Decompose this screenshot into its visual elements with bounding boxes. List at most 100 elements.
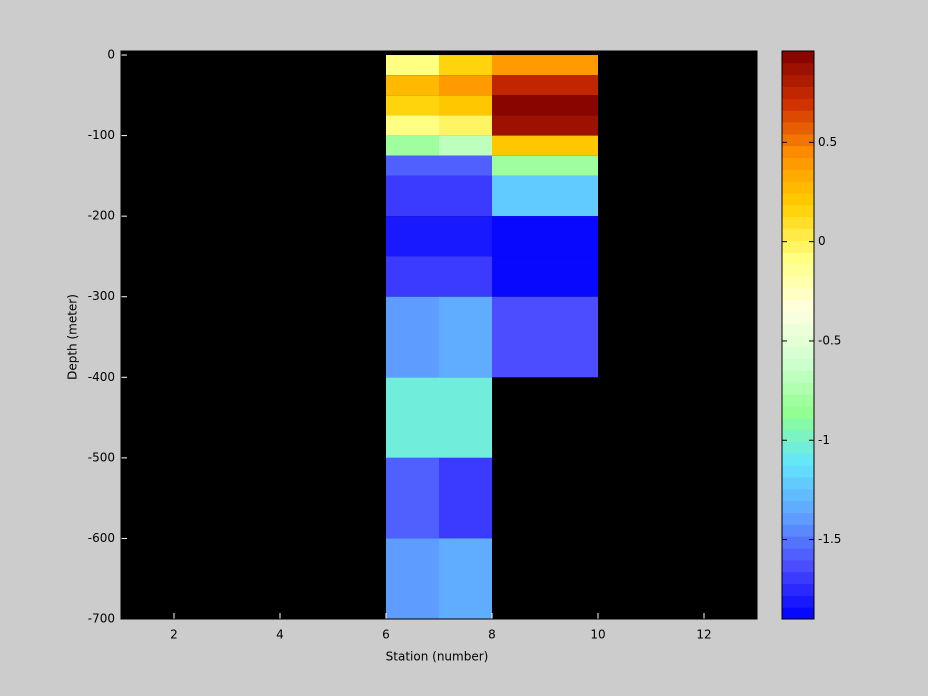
colorbar-swatch [782, 453, 814, 466]
colorbar-tick-label: 0 [818, 234, 826, 248]
x-tick-label: 4 [276, 628, 284, 642]
x-tick-label: 2 [170, 628, 178, 642]
colorbar-swatch [782, 500, 814, 513]
colorbar-swatch [782, 571, 814, 584]
heat-cell [386, 296, 439, 378]
colorbar-tick-label: 0.5 [818, 135, 837, 149]
colorbar-swatch [782, 110, 814, 123]
heat-cell [386, 55, 439, 76]
colorbar-swatch [782, 193, 814, 206]
heat-cell [386, 95, 439, 116]
colorbar-swatch [782, 311, 814, 324]
heat-cell [386, 256, 439, 297]
colorbar-swatch [782, 346, 814, 360]
heat-cell [439, 55, 492, 76]
colorbar-swatch [782, 169, 814, 182]
heat-cell [439, 538, 492, 619]
y-tick-label: -700 [88, 612, 115, 626]
y-tick-label: -200 [88, 209, 115, 223]
heat-cell [386, 377, 439, 458]
heat-cell [492, 256, 598, 297]
plot-frame [120, 50, 758, 620]
colorbar-swatch [782, 181, 814, 194]
heat-cell [492, 296, 598, 378]
colorbar-swatch [782, 536, 814, 549]
heat-cell [492, 216, 598, 257]
colorbar-swatch [782, 74, 814, 87]
colorbar-swatch [782, 264, 814, 277]
x-tick-label: 8 [488, 628, 496, 642]
colorbar-swatch [782, 358, 814, 371]
x-tick-label: 12 [696, 628, 711, 642]
colorbar-swatch [782, 98, 814, 111]
colorbar-swatch [782, 477, 814, 490]
colorbar-tick-label: -1 [818, 433, 830, 447]
colorbar-frame [781, 50, 815, 620]
heat-cell [386, 538, 439, 619]
y-tick-label: 0 [107, 48, 115, 62]
colorbar-swatch [782, 145, 814, 158]
colorbar-swatch [782, 335, 814, 348]
colorbar-swatch [782, 323, 814, 336]
heat-cell [492, 135, 598, 156]
colorbar-swatch [782, 299, 814, 312]
heat-cell [386, 216, 439, 257]
heat-cell [439, 135, 492, 156]
colorbar-swatch [782, 370, 814, 383]
heat-cell [492, 75, 598, 96]
heat-cell [439, 457, 492, 539]
colorbar-swatch [782, 240, 814, 253]
colorbar-tick-label: -1.5 [818, 532, 841, 546]
heat-cell [492, 55, 598, 76]
colorbar-swatch [782, 133, 814, 147]
colorbar-swatch [782, 157, 814, 170]
heat-cell [386, 135, 439, 156]
heat-cell [492, 155, 598, 176]
x-axis-label: Station (number) [386, 650, 489, 664]
heat-cell [439, 296, 492, 378]
y-tick-label: -600 [88, 531, 115, 545]
heat-cell [492, 175, 598, 217]
y-tick-label: -500 [88, 450, 115, 464]
colorbar-tick-label: -0.5 [818, 333, 841, 347]
heat-cell [439, 216, 492, 257]
y-tick-label: -100 [88, 128, 115, 142]
heat-cell [439, 155, 492, 176]
heat-cell [439, 75, 492, 96]
colorbar-swatch [782, 275, 814, 289]
colorbar-swatch [782, 512, 814, 525]
y-tick-label: -400 [88, 370, 115, 384]
x-tick-label: 6 [382, 628, 390, 642]
colorbar-swatch [782, 441, 814, 454]
heat-cell [386, 115, 439, 136]
colorbar-swatch [782, 583, 814, 596]
heat-cell [492, 115, 598, 136]
heat-cell [439, 175, 492, 217]
heat-cell [492, 95, 598, 116]
colorbar-swatch [782, 122, 814, 135]
colorbar-swatch [782, 488, 814, 502]
colorbar-swatch [782, 417, 814, 431]
colorbar-swatch [782, 216, 814, 229]
colorbar-swatch [782, 548, 814, 561]
colorbar-swatch [782, 394, 814, 407]
colorbar-swatch [782, 524, 814, 537]
colorbar-swatch [782, 559, 814, 573]
colorbar-swatch [782, 228, 814, 241]
colorbar-swatch [782, 465, 814, 478]
heat-cell [386, 155, 439, 176]
colorbar-swatch [782, 204, 814, 218]
colorbar-swatch [782, 252, 814, 265]
colorbar-swatch [782, 51, 814, 64]
colorbar-swatch [782, 86, 814, 99]
colorbar-swatch [782, 595, 814, 608]
heat-cell [439, 115, 492, 136]
heat-cell [386, 457, 439, 539]
colorbar-swatch [782, 62, 814, 76]
y-axis-label: Depth (meter) [66, 294, 80, 380]
heat-cell [439, 377, 492, 458]
colorbar-swatch [782, 406, 814, 419]
y-tick-label: -300 [88, 289, 115, 303]
